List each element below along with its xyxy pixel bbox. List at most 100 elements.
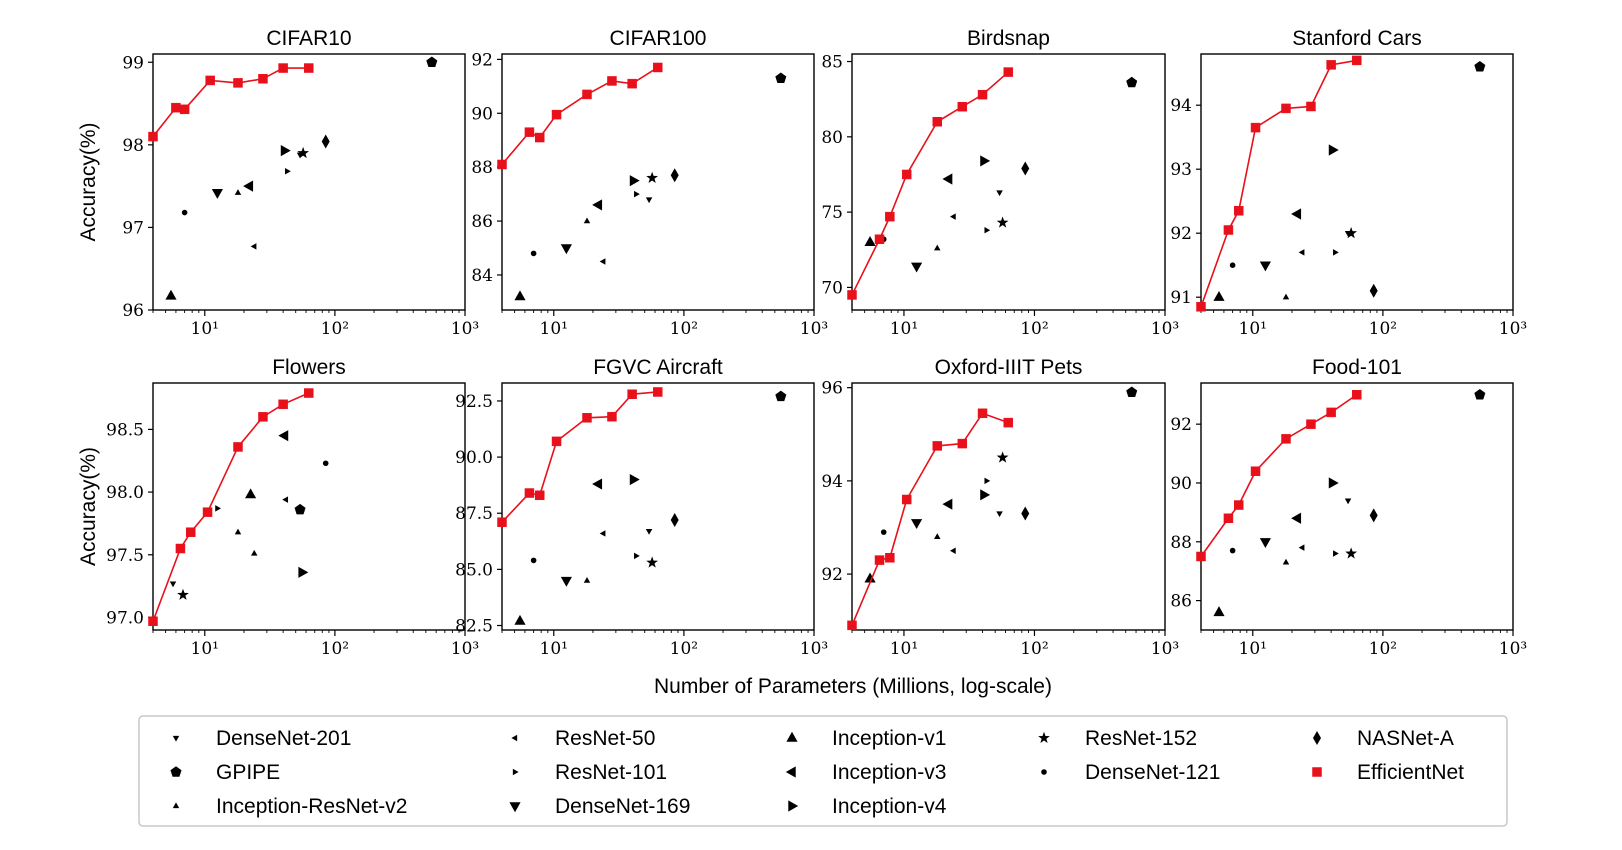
panel-stanford-cars-ytick-label: 91: [1170, 288, 1192, 308]
point-inception-resnet-v2: [934, 244, 941, 251]
point-gpipe: [1474, 388, 1486, 400]
point-inception-v1: [514, 614, 526, 625]
point-inception-v3: [592, 478, 603, 490]
point-inception-resnet-v2: [234, 189, 242, 195]
point-inception-v1: [1213, 291, 1225, 301]
point-efficientnet: [901, 169, 912, 180]
point-inception-v3: [1291, 208, 1302, 220]
point-efficientnet: [1233, 500, 1244, 510]
point-efficientnet: [582, 89, 592, 100]
point-efficientnet: [524, 488, 535, 498]
point-efficientnet: [1233, 206, 1244, 216]
point-efficientnet: [885, 553, 895, 563]
legend-marker-gpipe: [170, 766, 182, 777]
panel-oxford-iiit-pets-ytick-label: 94: [821, 472, 843, 492]
panel-flowers-ylabel: Accuracy(%): [77, 447, 100, 566]
point-efficientnet: [205, 75, 215, 86]
legend-item-nasnet-a: NASNet-A: [1313, 727, 1454, 750]
panel-cifar10-ytick-label: 97: [122, 218, 144, 238]
point-densenet-169: [911, 519, 923, 530]
point-efficientnet: [148, 616, 158, 626]
panel-cifar100-ytick-label: 88: [471, 158, 493, 178]
legend-marker-resnet-152: [1038, 731, 1050, 744]
point-efficientnet: [1003, 67, 1014, 77]
panel-fgvc-aircraft-ytick-label: 85.0: [455, 560, 493, 580]
point-inception-v4: [980, 155, 991, 167]
panel-fgvc-aircraft-xtick-label: 10²: [670, 639, 698, 659]
point-efficientnet: [582, 413, 592, 423]
point-resnet-152: [996, 216, 1009, 228]
point-resnet-101: [984, 226, 991, 234]
point-densenet-121: [530, 557, 537, 564]
panel-cifar100-ytick-label: 86: [471, 212, 493, 232]
panel-flowers-ytick-label: 97.0: [106, 608, 144, 628]
legend-label: DenseNet-169: [555, 795, 690, 818]
panel-stanford-cars-ytick-label: 92: [1170, 224, 1192, 244]
legend-marker-densenet-121: [1041, 769, 1047, 775]
legend-label: ResNet-101: [555, 761, 667, 784]
legend-item-gpipe: GPIPE: [170, 761, 280, 784]
point-resnet-101: [1333, 550, 1339, 557]
point-efficientnet: [627, 78, 637, 89]
point-gpipe: [1126, 76, 1138, 88]
point-efficientnet: [957, 101, 968, 112]
legend-item-resnet-50: ResNet-50: [511, 727, 655, 750]
point-efficientnet: [1250, 122, 1261, 133]
point-densenet-201: [996, 190, 1003, 197]
panel-flowers: Flowers 97.0 97.5 98.0 98.5 10¹ 10² 10³ Accuracy…: [77, 356, 479, 659]
panel-cifar10-efficientnet-line: [152, 67, 309, 138]
legend-marker-efficientnet: [1312, 767, 1322, 777]
legend-items: DenseNet-201 GPIPE Inception-ResNet-v2 ResN…: [170, 727, 1464, 818]
point-efficientnet: [1306, 419, 1316, 429]
panel-fgvc-aircraft-ytick-label: 92.5: [455, 392, 493, 412]
panel-oxford-iiit-pets-ytick-label: 96: [821, 379, 843, 399]
point-nasnet-a: [670, 512, 679, 527]
panel-oxford-iiit-pets-xtick-label: 10²: [1020, 639, 1048, 659]
panel-food-101-axes-frame: [1200, 382, 1514, 631]
legend-label: EfficientNet: [1357, 761, 1464, 784]
panel-birdsnap-title: Birdsnap: [967, 27, 1050, 50]
panel-food-101-ytick-label: 90: [1170, 474, 1192, 494]
point-gpipe: [1126, 386, 1138, 398]
panel-cifar10-title: CIFAR10: [266, 27, 351, 50]
panel-stanford-cars-xtick-label: 10³: [1499, 319, 1527, 339]
point-efficientnet: [885, 211, 895, 222]
point-densenet-201: [645, 197, 653, 204]
point-inception-resnet-v2: [251, 549, 258, 556]
point-resnet-152: [1345, 547, 1358, 559]
point-nasnet-a: [1369, 283, 1378, 298]
legend-label: Inception-v3: [832, 761, 946, 784]
panel-oxford-iiit-pets-xtick-label: 10¹: [890, 639, 918, 659]
point-efficientnet: [202, 507, 213, 517]
panel-cifar100-axes-frame: [501, 53, 815, 311]
panel-cifar10-ylabel: Accuracy(%): [77, 122, 100, 241]
point-efficientnet: [1223, 513, 1234, 524]
point-efficientnet: [847, 620, 857, 631]
panel-cifar10-xtick-label: 10³: [451, 319, 479, 339]
point-inception-v4: [629, 473, 640, 486]
legend-marker-nasnet-a: [1313, 731, 1321, 745]
point-resnet-152: [297, 146, 310, 159]
point-efficientnet: [1196, 551, 1206, 562]
point-inception-resnet-v2: [1282, 293, 1290, 300]
point-resnet-152: [177, 588, 189, 600]
point-efficientnet: [148, 131, 158, 142]
panel-flowers-xtick-label: 10³: [451, 639, 479, 659]
panel-stanford-cars-xtick-label: 10¹: [1239, 319, 1267, 339]
point-inception-v1: [165, 289, 177, 300]
panel-oxford-iiit-pets-title: Oxford-IIIT Pets: [935, 356, 1083, 379]
panel-cifar10: CIFAR10 96 97 98 99 10¹ 10² 10³ Accuracy(%): [77, 27, 479, 339]
point-densenet-201: [645, 529, 653, 535]
point-efficientnet: [1326, 60, 1336, 70]
panel-fgvc-aircraft-xtick-label: 10¹: [540, 639, 568, 659]
point-densenet-169: [1259, 261, 1271, 272]
legend-marker-inception-resnet-v2: [172, 802, 180, 809]
point-resnet-152: [996, 451, 1009, 463]
point-densenet-169: [560, 244, 572, 255]
legend-label: GPIPE: [216, 761, 280, 784]
panel-oxford-iiit-pets-efficientnet-line: [851, 412, 1009, 626]
point-efficientnet: [1352, 390, 1362, 400]
point-efficientnet: [233, 78, 243, 88]
panel-fgvc-aircraft-efficientnet-line: [501, 391, 658, 523]
